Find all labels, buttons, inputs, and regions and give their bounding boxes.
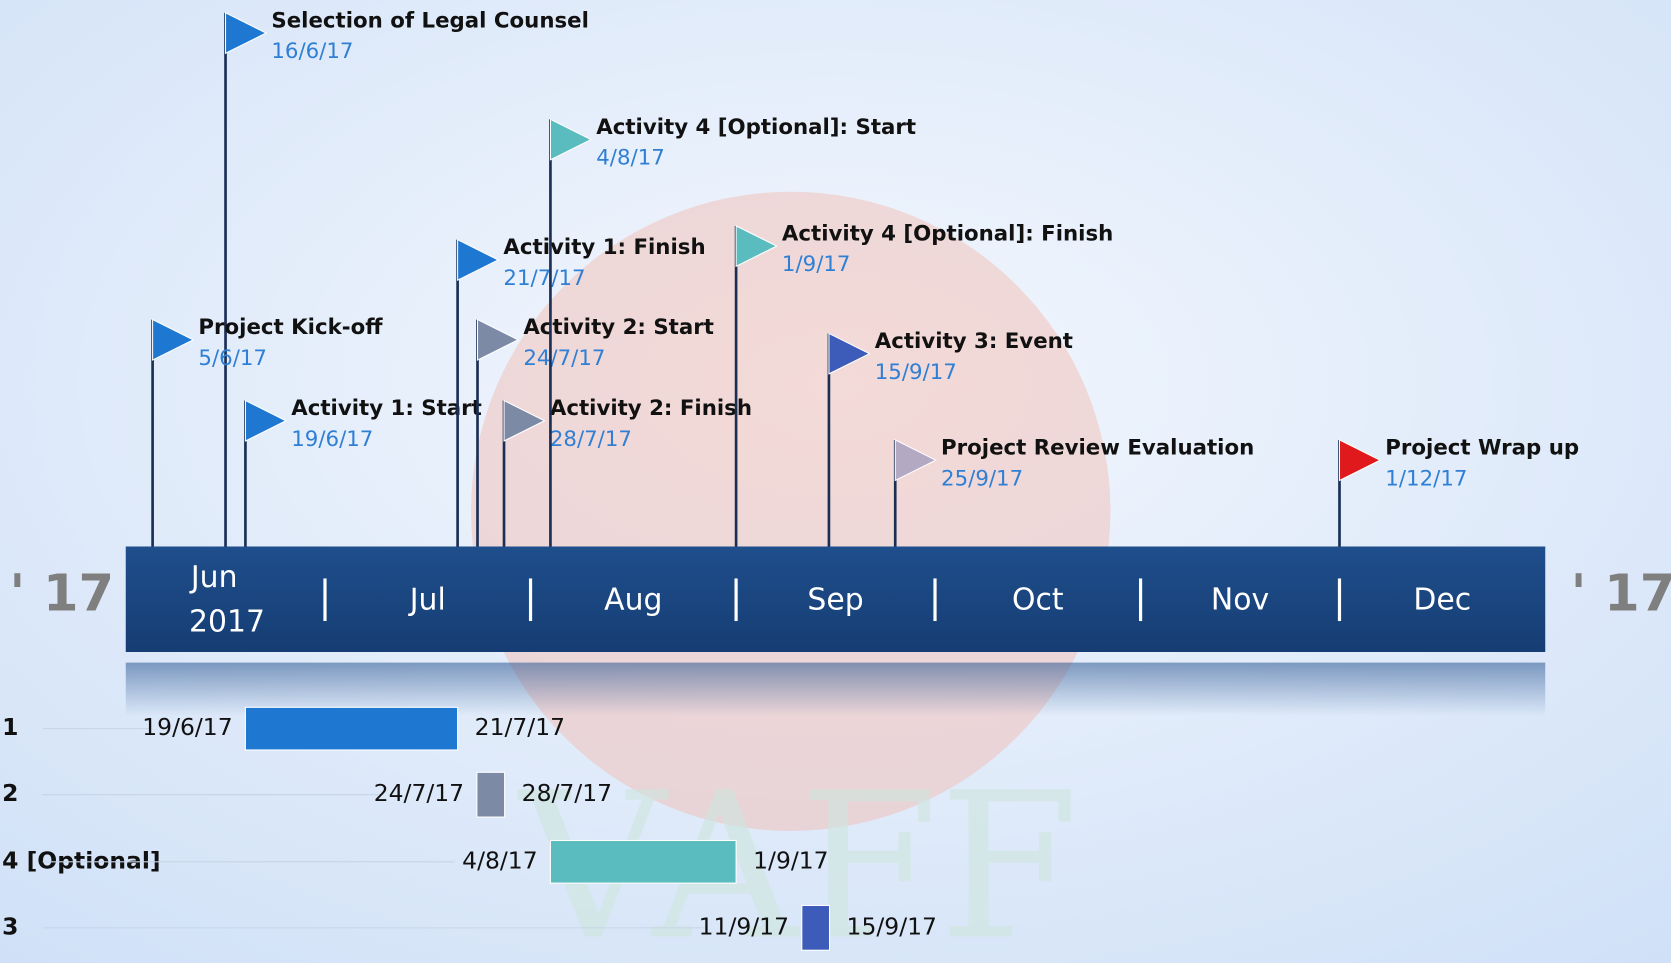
task-start: 4/8/17 [462,846,537,874]
task-start: 11/9/17 [699,912,789,940]
milestone-label: Activity 1: Finish [503,235,705,260]
task-bar [477,772,505,817]
task-end: 21/7/17 [475,713,565,741]
month-label: Aug [604,582,662,617]
year-left: ' 17 [9,565,114,624]
milestone-date: 24/7/17 [523,346,605,371]
year-right: ' 17 [1571,565,1671,624]
task-label: 2 [2,779,18,807]
milestone-date: 28/7/17 [550,427,632,452]
milestone-date: 25/9/17 [941,466,1023,491]
milestone-date: 16/6/17 [271,39,353,64]
month-label: Dec [1413,582,1471,617]
task-end: 15/9/17 [847,912,937,940]
month-label: Oct [1012,582,1064,617]
milestone-date: 15/9/17 [875,360,957,385]
task-end: 1/9/17 [753,846,828,874]
task-label: 4 [Optional] [2,846,161,874]
task-start: 24/7/17 [374,779,464,807]
task-bar [550,840,736,883]
milestone-label: Project Wrap up [1385,435,1579,460]
milestone-label: Project Review Evaluation [941,435,1254,460]
milestone-label: Activity 3: Event [875,329,1073,354]
milestone-date: 1/12/17 [1385,466,1467,491]
milestone-date: 4/8/17 [596,146,665,171]
milestone-date: 21/7/17 [503,266,585,291]
milestone-label: Activity 1: Start [291,396,482,421]
task-bar [802,905,830,950]
timeline: VAFF ' 17 ' 17 JunJulAugSepOctNovDec2017… [0,0,1671,963]
milestone-label: Activity 4 [Optional]: Finish [782,221,1113,246]
month-label: Jun [189,560,238,595]
task-label: 3 [2,912,18,940]
milestone-label: Activity 4 [Optional]: Start [596,115,916,140]
milestone-date: 1/9/17 [782,252,851,277]
month-label: Sep [807,582,863,617]
month-label: Nov [1211,582,1269,617]
task-start: 19/6/17 [142,713,232,741]
task-end: 28/7/17 [522,779,612,807]
task-bar [245,707,457,750]
task-label: 1 [2,713,18,741]
month-label: Jul [408,582,446,617]
milestone-date: 5/6/17 [198,346,267,371]
page: {"timeline": { "year_left": "' 17", "yea… [0,0,1671,963]
milestone-label: Activity 2: Finish [550,396,752,421]
milestone-label: Selection of Legal Counsel [271,8,589,33]
milestone-label: Project Kick-off [198,315,383,340]
milestone-date: 19/6/17 [291,427,373,452]
milestone-label: Activity 2: Start [523,315,714,340]
year-label: 2017 [189,605,265,640]
